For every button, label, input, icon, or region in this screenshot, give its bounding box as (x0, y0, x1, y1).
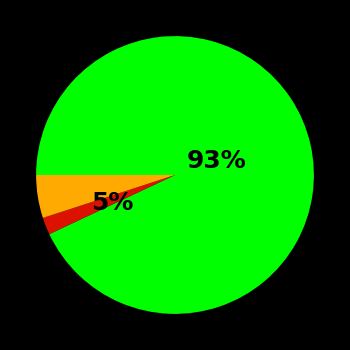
Wedge shape (36, 175, 175, 218)
Wedge shape (43, 175, 175, 234)
Text: 5%: 5% (91, 191, 134, 215)
Wedge shape (36, 36, 314, 314)
Text: 93%: 93% (187, 149, 246, 173)
